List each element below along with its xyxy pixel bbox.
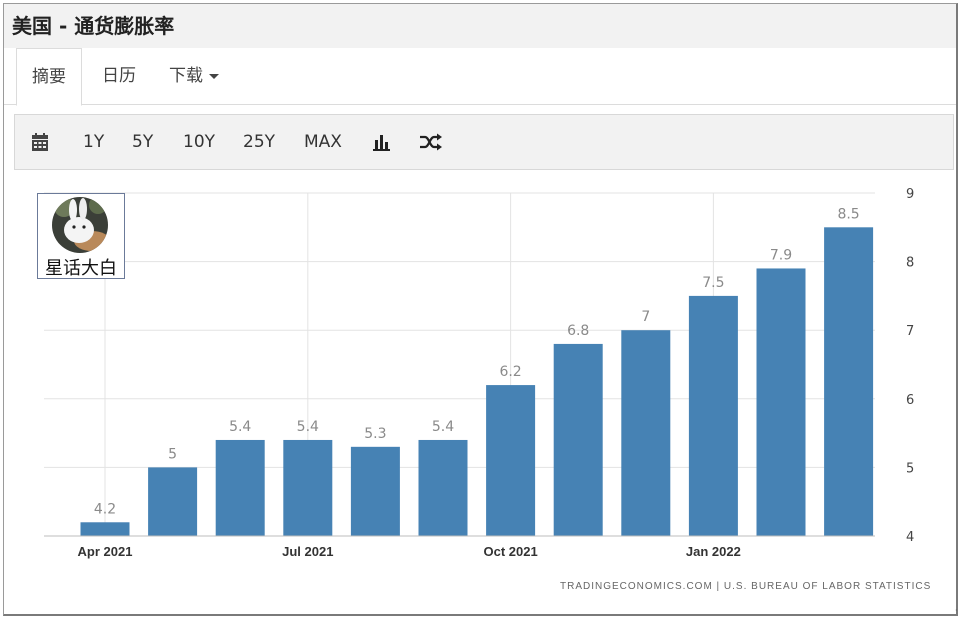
x-tick-label: Oct 2021 xyxy=(483,544,537,559)
watermark-text: 星话大白 xyxy=(45,258,117,279)
rabbit-avatar-icon xyxy=(52,197,108,253)
chevron-down-icon xyxy=(209,73,219,79)
x-tick-label: Apr 2021 xyxy=(78,544,133,559)
bar-value-label: 5.4 xyxy=(432,419,454,435)
tab-bar: 摘要 日历 下载 xyxy=(4,48,956,106)
bar-chart-icon[interactable] xyxy=(372,133,392,151)
bar-value-label: 4.2 xyxy=(94,501,116,517)
bar xyxy=(148,467,198,536)
bar-value-label: 6.2 xyxy=(499,364,521,380)
bar-value-label: 7.9 xyxy=(770,247,792,263)
bar-value-label: 5.4 xyxy=(297,419,319,435)
chart-toolbar: 1Y 5Y 10Y 25Y MAX xyxy=(14,114,954,170)
range-25y-button[interactable]: 25Y xyxy=(243,132,276,152)
bar-value-label: 8.5 xyxy=(837,206,859,222)
bar xyxy=(215,439,265,536)
calendar-icon[interactable] xyxy=(31,132,49,152)
shuffle-icon[interactable] xyxy=(419,133,443,151)
bar-value-label: 6.8 xyxy=(567,323,589,339)
bar xyxy=(824,227,874,537)
tab-download-label: 下载 xyxy=(169,66,203,86)
range-max-button[interactable]: MAX xyxy=(304,132,342,152)
x-tick-label: Jan 2022 xyxy=(686,544,741,559)
bar-value-label: 5.4 xyxy=(229,419,251,435)
bar-value-label: 7.5 xyxy=(702,275,724,291)
bar xyxy=(350,446,400,536)
bar xyxy=(283,439,333,536)
tab-calendar-label: 日历 xyxy=(102,66,136,86)
y-tick-label: 5 xyxy=(906,461,914,476)
bar xyxy=(486,385,536,536)
y-tick-label: 8 xyxy=(906,256,914,271)
bar-value-label: 5.3 xyxy=(364,426,386,442)
bar xyxy=(621,330,671,536)
bar xyxy=(418,439,468,536)
bar-value-label: 5 xyxy=(168,446,177,462)
title-bar: 美国 - 通货膨胀率 xyxy=(4,4,956,48)
bar xyxy=(688,295,738,536)
bar-value-label: 7 xyxy=(641,309,650,325)
range-10y-button[interactable]: 10Y xyxy=(183,132,216,152)
bar xyxy=(756,268,806,536)
range-5y-button[interactable]: 5Y xyxy=(132,132,154,152)
bar xyxy=(553,343,603,536)
chart-source: TRADINGECONOMICS.COM | U.S. BUREAU OF LA… xyxy=(560,581,932,592)
edge-mark: · xyxy=(955,606,958,615)
page-title: 美国 - 通货膨胀率 xyxy=(12,14,175,38)
tab-download[interactable]: 下载 xyxy=(169,48,219,104)
y-tick-label: 6 xyxy=(906,393,914,408)
bar xyxy=(80,522,130,536)
y-tick-label: 9 xyxy=(906,187,914,202)
y-tick-label: 7 xyxy=(906,324,914,339)
range-1y-button[interactable]: 1Y xyxy=(83,132,105,152)
tab-calendar[interactable]: 日历 xyxy=(102,48,136,104)
watermark-badge: 星话大白 xyxy=(37,193,125,279)
tab-summary-label: 摘要 xyxy=(32,67,66,87)
x-tick-label: Jul 2021 xyxy=(282,544,333,559)
y-tick-label: 4 xyxy=(906,530,914,545)
tab-summary[interactable]: 摘要 xyxy=(16,48,82,106)
